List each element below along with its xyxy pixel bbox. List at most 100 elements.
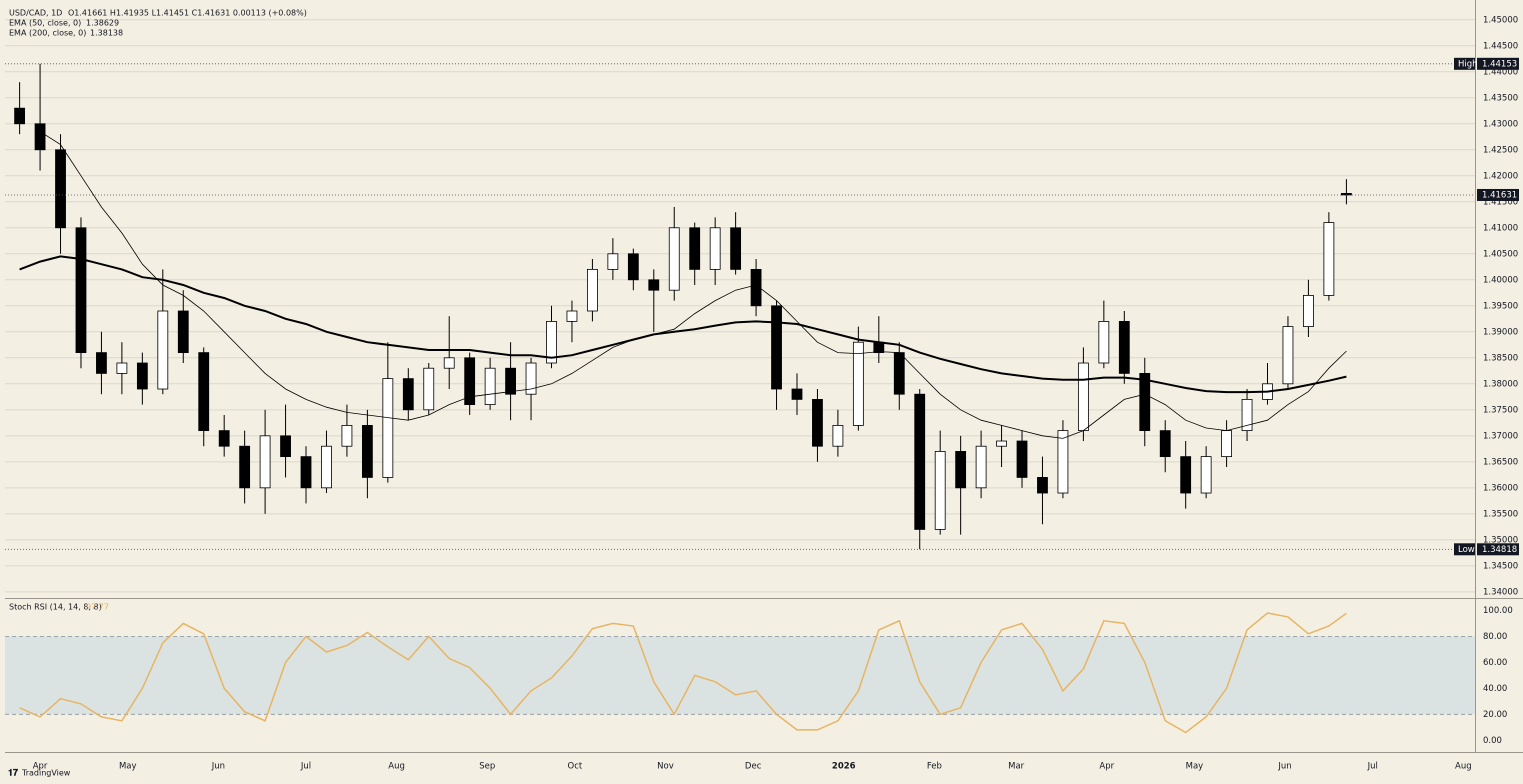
y-tick-label: 1.36500 <box>1483 457 1518 467</box>
y-tick-label: 1.44500 <box>1483 41 1518 51</box>
candle-body <box>1303 294 1314 328</box>
candle-body <box>934 451 946 530</box>
candle-body <box>566 310 578 322</box>
candle-body <box>341 425 353 447</box>
x-tick-label: Apr <box>1099 762 1114 772</box>
candle-body <box>955 451 967 489</box>
candle-body <box>1037 477 1048 494</box>
candle-body <box>1057 430 1069 494</box>
x-tick-label: Aug <box>388 762 405 772</box>
x-tick-label: Apr <box>33 762 48 772</box>
candle-body <box>157 310 169 390</box>
candle-body <box>873 341 885 354</box>
marker-tag <box>1454 543 1475 556</box>
x-tick-label: Oct <box>568 762 583 772</box>
candle-body <box>1139 373 1151 432</box>
candle-body <box>750 268 762 307</box>
candle-body <box>832 425 844 447</box>
candle-body <box>996 440 1007 447</box>
candle-body <box>914 393 926 530</box>
ohlc: O1.41661 H1.41935 L1.41451 C1.41631 0.00… <box>68 9 307 18</box>
candle-body <box>259 435 271 489</box>
candle-body <box>177 310 189 354</box>
marker-label: Low <box>1458 545 1475 555</box>
y-tick-label: 1.42500 <box>1483 145 1518 155</box>
y-tick-label: 1.38000 <box>1483 379 1518 389</box>
y-tick-label: 1.37500 <box>1483 405 1518 415</box>
y-tick-label: 1.42000 <box>1483 171 1518 181</box>
candle-body <box>689 227 701 270</box>
y-tick-label: 0.00 <box>1483 736 1502 746</box>
y-tick-label: 1.40000 <box>1483 275 1518 285</box>
y-tick-label: 1.35500 <box>1483 509 1518 519</box>
y-tick-label: 1.35000 <box>1483 535 1518 545</box>
y-tick-label: 1.37000 <box>1483 431 1518 441</box>
candle-body <box>1282 326 1294 385</box>
series-line <box>19 612 1347 734</box>
y-tick-label: 1.34500 <box>1483 561 1518 571</box>
candle-body <box>1016 440 1028 478</box>
candle-body <box>280 435 291 458</box>
candle-body <box>443 357 455 369</box>
x-tick-label: Aug <box>1455 762 1472 772</box>
y-tick-label: 1.36000 <box>1483 483 1518 493</box>
x-tick-label: Jun <box>1277 762 1291 772</box>
marker-box <box>1477 543 1519 556</box>
ema50-value: 1.38629 <box>86 19 119 28</box>
candle-body <box>423 367 435 411</box>
candle-body <box>668 227 680 291</box>
candle-body <box>55 149 66 229</box>
y-tick-label: 1.39500 <box>1483 301 1518 311</box>
y-tick-label: 100.00 <box>1483 606 1513 616</box>
candle-body <box>300 456 312 489</box>
series-line <box>39 131 1347 439</box>
candle-body <box>136 362 148 390</box>
x-tick-label: Nov <box>657 762 674 772</box>
candle-body <box>464 357 476 406</box>
marker-value: 1.34818 <box>1482 545 1517 555</box>
symbol: USD/CAD, 1D <box>9 9 62 18</box>
candle-body <box>525 362 537 395</box>
candle-body <box>648 279 660 291</box>
candle-body <box>1221 430 1232 458</box>
x-tick-label: Mar <box>1008 762 1025 772</box>
y-tick-label: 1.34000 <box>1483 587 1518 597</box>
logo-mark: 𝟏𝟕 <box>8 768 18 779</box>
ema200-legend: EMA (200, close, 0) <box>9 29 86 38</box>
plot <box>5 63 1475 734</box>
x-tick-label: May <box>119 762 137 772</box>
band <box>5 636 1475 715</box>
stoch-value: 97.77 <box>86 603 109 612</box>
candle-body <box>1098 321 1110 364</box>
brand: TradingView <box>21 769 71 778</box>
candle-body <box>852 341 864 426</box>
candle-body <box>587 268 598 312</box>
candle-body <box>627 253 639 281</box>
candle-body <box>709 227 721 270</box>
candle-body <box>505 367 516 395</box>
candle-body <box>771 305 782 390</box>
ema50-legend: EMA (50, close, 0) <box>9 19 81 28</box>
marker-box <box>1477 57 1519 70</box>
y-tick-label: 80.00 <box>1483 632 1507 642</box>
candle-body <box>1241 399 1253 432</box>
candle-body <box>34 123 46 151</box>
last-price-label: 1.41631 <box>1482 190 1517 200</box>
y-tick-label: 60.00 <box>1483 658 1507 668</box>
marker-value: 1.44153 <box>1482 59 1517 69</box>
x-tick-label: Jul <box>300 762 311 772</box>
y-tick-label: 1.41500 <box>1483 197 1518 207</box>
y-tick-label: 1.45000 <box>1483 15 1518 25</box>
y-tick-label: 1.39000 <box>1483 327 1518 337</box>
candle-body <box>893 352 905 395</box>
candle-body <box>239 445 251 489</box>
candle-body <box>218 430 230 447</box>
candle-body <box>812 399 823 447</box>
candle-body <box>730 227 742 270</box>
candle-body <box>546 321 557 364</box>
y-tick-label: 1.41000 <box>1483 223 1518 233</box>
marker-label: High <box>1458 59 1478 69</box>
candle-body <box>1118 321 1130 374</box>
axes: 1.34000 1.34500 1.35000 1.35500 1.36000 1.365… <box>33 15 1519 772</box>
